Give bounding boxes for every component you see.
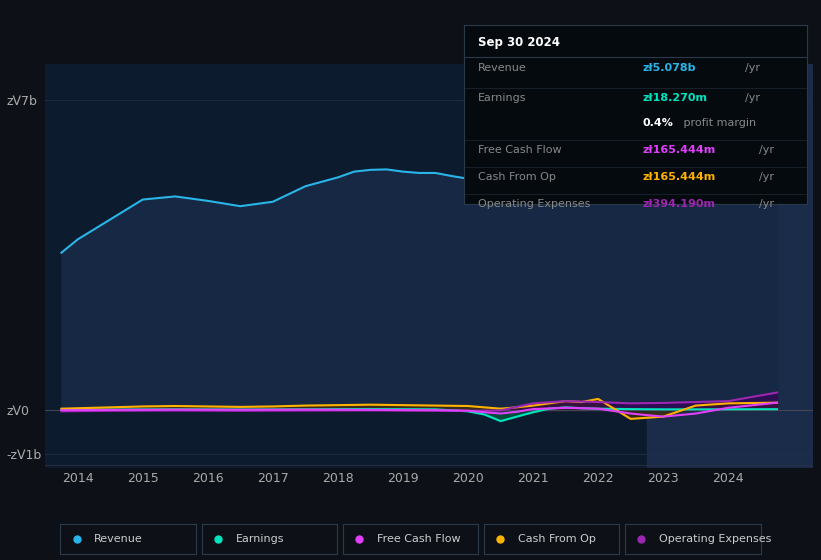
Text: Revenue: Revenue	[478, 63, 526, 73]
Text: Operating Expenses: Operating Expenses	[478, 199, 590, 209]
Text: /yr: /yr	[759, 172, 774, 182]
Text: /yr: /yr	[745, 63, 760, 73]
Text: Sep 30 2024: Sep 30 2024	[478, 36, 560, 49]
Text: zł165.444m: zł165.444m	[642, 145, 716, 155]
Text: 0.4%: 0.4%	[642, 118, 673, 128]
Text: Cash From Op: Cash From Op	[518, 534, 596, 544]
Text: profit margin: profit margin	[680, 118, 756, 128]
Text: /yr: /yr	[745, 94, 760, 103]
Text: /yr: /yr	[759, 145, 774, 155]
Text: Revenue: Revenue	[94, 534, 143, 544]
Text: zł165.444m: zł165.444m	[642, 172, 716, 182]
Text: Earnings: Earnings	[478, 94, 526, 103]
Text: Operating Expenses: Operating Expenses	[659, 534, 772, 544]
Text: Free Cash Flow: Free Cash Flow	[478, 145, 562, 155]
Bar	[647, 64, 813, 468]
Text: Free Cash Flow: Free Cash Flow	[377, 534, 461, 544]
Text: /yr: /yr	[759, 199, 774, 209]
Text: zł18.270m: zł18.270m	[642, 94, 708, 103]
Text: Cash From Op: Cash From Op	[478, 172, 556, 182]
Text: Earnings: Earnings	[236, 534, 284, 544]
Text: zł5.078b: zł5.078b	[642, 63, 696, 73]
Text: zł394.190m: zł394.190m	[642, 199, 715, 209]
